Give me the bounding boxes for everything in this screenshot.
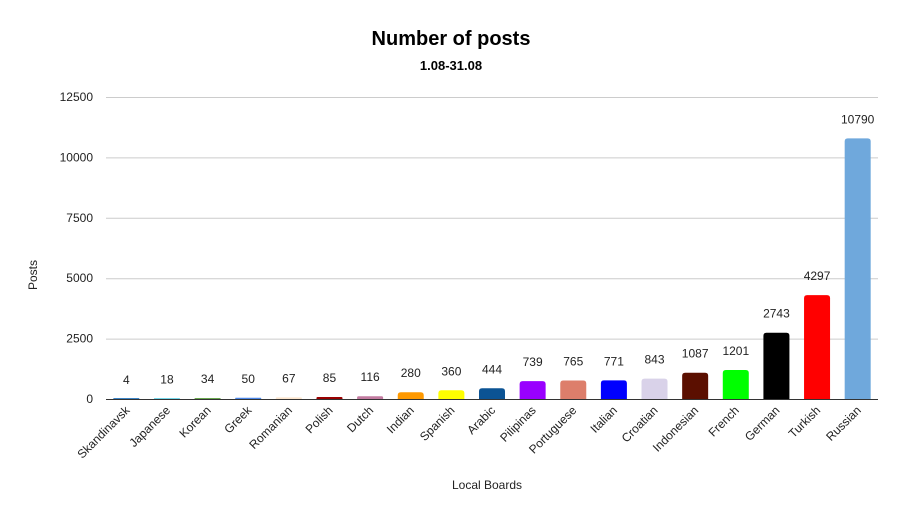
bar [804, 295, 831, 399]
y-tick-label: 0 [86, 392, 93, 406]
data-label: 2743 [763, 307, 790, 321]
data-label: 4297 [804, 269, 831, 283]
bars [113, 138, 871, 399]
x-tick-label: Indian [384, 403, 417, 436]
chart-title: Number of posts [372, 28, 531, 50]
x-tick-label: Italian [587, 403, 620, 436]
bar [357, 396, 384, 399]
x-tick-label: Arabic [464, 403, 498, 437]
x-tick-label: French [706, 403, 742, 439]
x-tick-label: Dutch [344, 403, 376, 435]
bar [600, 380, 627, 399]
data-label: 50 [242, 372, 256, 386]
bar [478, 388, 506, 399]
x-tick-label: Russian [823, 403, 864, 444]
bar [194, 398, 221, 399]
x-tick-label: Pilipinas [497, 403, 539, 445]
data-label: 34 [201, 372, 215, 386]
bar [519, 381, 546, 399]
x-tick-label: Romanian [246, 403, 295, 452]
y-tick-label: 2500 [66, 332, 93, 346]
bar [316, 396, 343, 399]
data-label: 4 [123, 373, 130, 387]
y-tick-label: 7500 [66, 211, 93, 225]
y-axis-ticks: 0 2500 5000 7500 10000 12500 [60, 90, 94, 406]
bar [844, 138, 871, 399]
data-labels: 4 18 34 50 67 85 116 280 360 444 739 765 771 843 1087 1… [123, 112, 875, 387]
data-label: 67 [282, 371, 296, 385]
data-label: 444 [482, 362, 502, 376]
data-label: 1087 [682, 347, 709, 361]
bar [438, 390, 465, 399]
x-tick-label: Turkish [786, 403, 823, 440]
data-label: 1201 [722, 344, 749, 358]
data-label: 765 [563, 355, 583, 369]
data-label: 10790 [841, 112, 875, 126]
y-tick-label: 10000 [60, 150, 94, 164]
data-label: 85 [323, 371, 337, 385]
x-tick-label: Japanese [126, 403, 173, 450]
data-label: 360 [441, 364, 461, 378]
y-tick-label: 12500 [60, 90, 94, 104]
x-tick-label: Greek [221, 403, 255, 437]
x-tick-label: German [742, 403, 783, 444]
bar [275, 397, 302, 399]
bar [397, 392, 424, 399]
data-label: 739 [523, 355, 543, 369]
bar [153, 398, 180, 399]
y-tick-label: 5000 [66, 271, 93, 285]
x-tick-label: Korean [176, 403, 213, 440]
data-label: 771 [604, 354, 624, 368]
bar [560, 380, 587, 399]
data-label: 843 [645, 353, 665, 367]
data-label: 116 [361, 370, 380, 384]
x-tick-label: Spanish [417, 403, 458, 444]
x-tick-label: Polish [303, 403, 336, 436]
bar [113, 398, 140, 399]
bar [682, 372, 709, 399]
bar [763, 332, 790, 399]
bar [235, 397, 262, 399]
bar [722, 369, 749, 399]
data-label: 280 [401, 366, 421, 380]
gridlines [106, 97, 878, 340]
x-axis-label: Local Boards [452, 478, 522, 492]
bar [641, 378, 668, 399]
chart-subtitle: 1.08-31.08 [420, 58, 482, 73]
data-label: 18 [160, 373, 174, 387]
x-tick-label: Skandinavsk [74, 403, 133, 462]
y-axis-label: Posts [26, 260, 40, 290]
